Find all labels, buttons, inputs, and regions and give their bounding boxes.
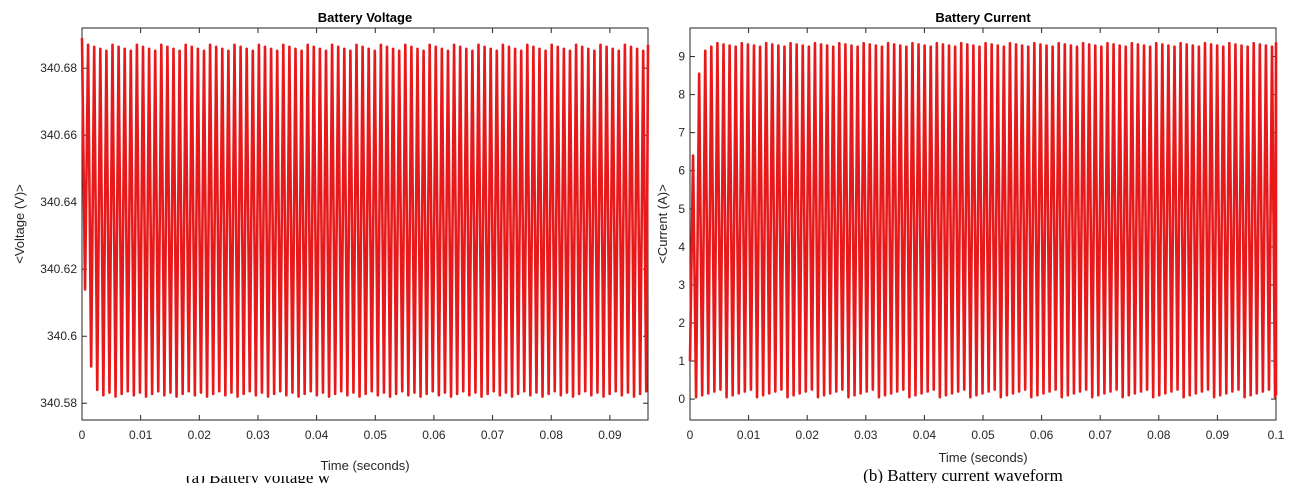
current-y-tick-label: 2 [678,316,685,330]
voltage-x-axis-label: Time (seconds) [320,458,409,473]
current-x-tick-label: 0.01 [737,428,761,442]
current-y-tick-label: 8 [678,88,685,102]
voltage-y-tick-label: 340.64 [40,195,77,209]
current-y-tick-label: 3 [678,278,685,292]
voltage-x-tick-label: 0 [79,428,86,442]
current-x-tick-label: 0.05 [971,428,995,442]
current-y-tick-label: 6 [678,164,685,178]
voltage-x-tick-label: 0.07 [481,428,505,442]
voltage-y-tick-label: 340.66 [40,128,77,142]
current-x-tick-label: 0.07 [1089,428,1113,442]
current-chart: Battery Current 0 0.01 0.02 0.03 0.04 0.05 0.0… [655,10,1285,483]
current-y-tick-label: 1 [678,354,685,368]
voltage-x-tick-label: 0.09 [598,428,622,442]
voltage-series [80,38,650,398]
current-x-tick-label: 0.09 [1206,428,1230,442]
voltage-waveform-line [80,38,650,398]
current-x-tick-label: 0.04 [913,428,937,442]
voltage-x-tick-label: 0.08 [540,428,564,442]
current-x-tick-label: 0.02 [796,428,820,442]
voltage-x-tick-label: 0.06 [422,428,446,442]
current-caption: (b) Battery current waveform [863,466,1063,483]
voltage-x-tick-label: 0.05 [364,428,388,442]
voltage-x-tick-label: 0.02 [188,428,212,442]
current-x-tick-label: 0.06 [1030,428,1054,442]
current-x-tick-label: 0.08 [1147,428,1171,442]
current-chart-title: Battery Current [935,10,1031,25]
current-series [688,41,1278,399]
voltage-x-tick-label: 0.03 [246,428,270,442]
voltage-caption: (a) Battery voltage waveform [186,468,387,483]
voltage-y-tick-label: 340.58 [40,396,77,410]
current-waveform-line [688,41,1278,399]
current-x-ticks: 0 0.01 0.02 0.03 0.04 0.05 0.06 0.07 0.08 0.09 0.1 [687,28,1285,442]
current-y-tick-label: 5 [678,202,685,216]
current-x-axis-label: Time (seconds) [938,450,1027,465]
voltage-caption-mask [186,462,316,483]
voltage-y-ticks: 340.58 340.6 340.62 340.64 340.66 340.68 [40,61,648,410]
current-x-tick-label: 0 [687,428,694,442]
voltage-x-tick-label: 0.04 [305,428,329,442]
voltage-chart-title: Battery Voltage [318,10,412,25]
voltage-y-tick-label: 340.62 [40,262,77,276]
current-y-tick-label: 0 [678,392,685,406]
current-x-tick-label: 0.1 [1268,428,1285,442]
current-y-tick-label: 7 [678,126,685,140]
current-x-tick-label: 0.03 [854,428,878,442]
current-y-tick-label: 4 [678,240,685,254]
voltage-y-axis-label: <Voltage (V)> [12,184,27,264]
voltage-y-tick-label: 340.68 [40,61,77,75]
voltage-chart: Battery Voltage 0 0.01 0.02 0.03 0.04 0.05 0.0… [12,10,650,483]
voltage-x-ticks: 0 0.01 0.02 0.03 0.04 0.05 0.06 0.07 0.08 0.09 [79,28,622,442]
voltage-x-tick-label: 0.01 [129,428,153,442]
voltage-y-tick-label: 340.6 [47,329,77,343]
current-y-axis-label: <Current (A)> [655,184,670,263]
current-y-tick-label: 9 [678,50,685,64]
